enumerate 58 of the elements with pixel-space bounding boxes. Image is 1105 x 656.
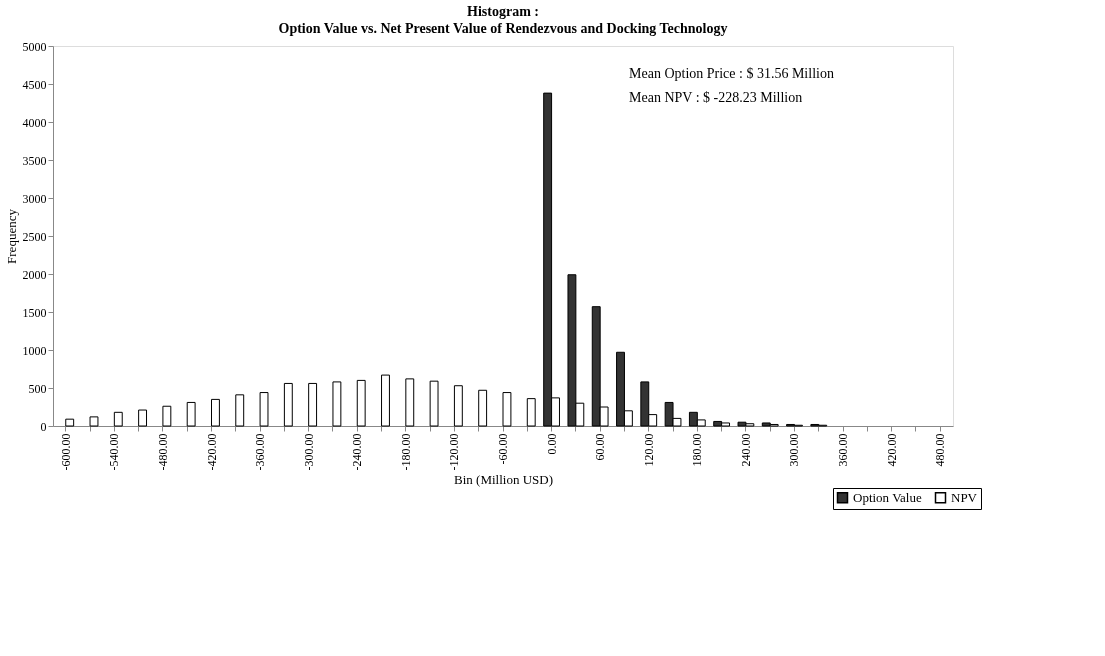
bar — [405, 378, 415, 427]
bar — [453, 385, 463, 427]
bar — [526, 398, 536, 427]
annotation: Mean NPV : $ -228.23 Million — [629, 90, 803, 105]
y-tick-label: 5000 — [22, 39, 47, 54]
x-tick-label: 180.00 — [690, 433, 705, 467]
bar — [381, 374, 390, 427]
x-tick-label: -60.00 — [496, 433, 510, 465]
bar — [283, 382, 293, 427]
bar — [308, 382, 318, 427]
x-tick-label: -420.00 — [204, 433, 219, 471]
x-tick-label: 420.00 — [884, 433, 899, 467]
x-tick-label: -120.00 — [447, 433, 462, 471]
bar — [502, 392, 512, 427]
y-tick-label: 500 — [28, 381, 47, 396]
x-tick-label: -600.00 — [58, 433, 73, 471]
x-tick-label: 60.00 — [593, 433, 608, 461]
bar — [259, 392, 269, 427]
annotation: Mean Option Price : $ 31.56 Million — [629, 66, 834, 81]
y-tick-label: 3000 — [22, 191, 47, 206]
x-tick-label: 120.00 — [641, 433, 656, 467]
y-tick-label: 1500 — [22, 305, 47, 320]
y-tick-label: 2000 — [22, 267, 47, 282]
x-tick-label: 240.00 — [738, 433, 753, 467]
bar — [65, 418, 75, 427]
x-tick-label: -180.00 — [398, 433, 413, 471]
bar — [429, 380, 439, 427]
y-tick-label: 4000 — [22, 115, 47, 130]
x-tick-label: 360.00 — [836, 433, 851, 467]
legend-label: Option Value — [853, 489, 922, 505]
bar — [186, 401, 196, 427]
chart-title: Histogram : — [467, 4, 539, 19]
x-tick-label: -480.00 — [155, 433, 170, 471]
x-tick-label: 300.00 — [787, 433, 802, 467]
y-tick-label: 3500 — [22, 153, 47, 168]
x-axis-title: Bin (Million USD) — [454, 472, 553, 488]
y-axis-title: Frequency — [3, 208, 19, 264]
y-tick-label: 4500 — [22, 77, 47, 92]
chart-subtitle: Option Value vs. Net Present Value of Rendezvous and Docking Technology — [278, 21, 728, 36]
y-tick-label: 1000 — [22, 343, 47, 358]
x-tick-label: -540.00 — [107, 433, 122, 471]
bar — [356, 379, 366, 427]
bar — [332, 381, 342, 427]
bar — [138, 409, 148, 427]
legend-label: NPV — [951, 489, 978, 505]
x-tick-label: -240.00 — [350, 433, 365, 471]
x-tick-label: -360.00 — [253, 433, 268, 471]
bar — [235, 394, 245, 427]
bar — [89, 416, 99, 427]
bar — [211, 398, 220, 427]
bar — [113, 411, 123, 427]
bar — [162, 405, 172, 427]
y-tick-label: 0 — [40, 419, 47, 434]
x-tick-label: 480.00 — [933, 433, 948, 467]
x-tick-label: -300.00 — [301, 433, 316, 471]
x-tick-label: 0.00 — [544, 433, 559, 455]
y-tick-label: 2500 — [22, 229, 47, 244]
bar — [478, 389, 488, 427]
